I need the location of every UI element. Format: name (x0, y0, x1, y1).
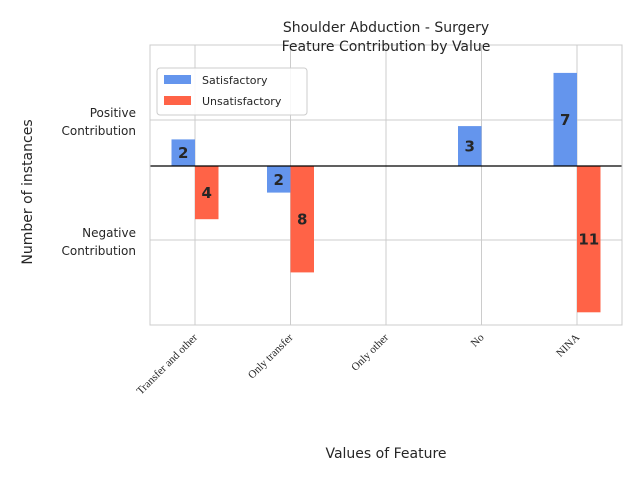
legend-swatch-satisfactory (164, 75, 191, 84)
legend: Satisfactory Unsatisfactory (156, 67, 308, 116)
legend-label-satisfactory: Satisfactory (202, 74, 268, 87)
y-tick-label: Contribution (61, 244, 136, 258)
bar-label-unsatisfactory-only-transfer: 8 (297, 211, 307, 229)
bars (171, 72, 601, 313)
bar-label-satisfactory-only-transfer: 2 (274, 171, 284, 189)
bar-unsatisfactory-transfer-and-other (195, 166, 219, 220)
bar-satisfactory-transfer-and-other (171, 139, 195, 166)
bar-unsatisfactory-nina (577, 166, 601, 313)
bar-label-satisfactory-transfer-and-other: 2 (178, 144, 188, 162)
bar-label-unsatisfactory-transfer-and-other: 4 (202, 184, 212, 202)
bar-labels: 2 2 3 7 4 8 11 (178, 111, 599, 249)
bar-label-satisfactory-nina: 7 (560, 111, 570, 129)
y-axis-title: Number of instances (20, 119, 36, 264)
legend-swatch-unsatisfactory (164, 96, 191, 105)
y-tick-labels: Positive Contribution Negative Contribution (61, 106, 136, 258)
bar-label-unsatisfactory-nina: 11 (578, 231, 599, 249)
x-axis-title: Values of Feature (325, 446, 446, 462)
bar-satisfactory-only-transfer (267, 166, 291, 193)
chart-title-line1: Shoulder Abduction - Surgery (283, 20, 489, 36)
bar-satisfactory-nina (553, 72, 577, 166)
bar-label-satisfactory-no: 3 (465, 138, 475, 156)
legend-box (156, 67, 308, 116)
y-tick-label: Contribution (61, 124, 136, 138)
chart-title-line2: Feature Contribution by Value (282, 39, 491, 55)
bar-unsatisfactory-only-transfer (290, 166, 314, 273)
plot-frame (149, 44, 623, 326)
y-tick-label: Negative (82, 226, 136, 240)
y-tick-label: Positive (90, 106, 136, 120)
legend-label-unsatisfactory: Unsatisfactory (202, 95, 282, 108)
bar-satisfactory-no (458, 126, 482, 166)
